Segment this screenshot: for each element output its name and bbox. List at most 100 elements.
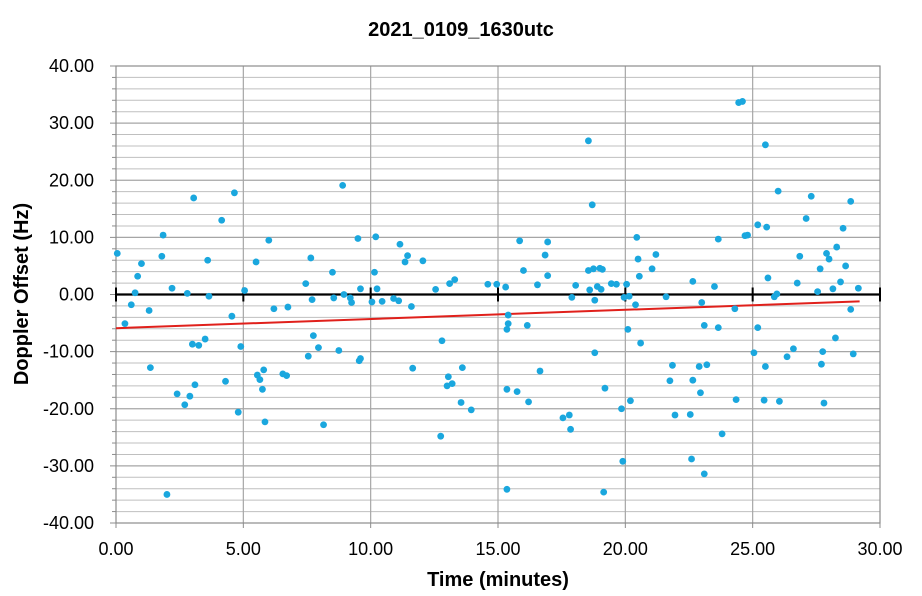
- data-point: [625, 292, 633, 300]
- data-point: [666, 377, 674, 385]
- data-point: [783, 353, 791, 361]
- data-point: [718, 430, 726, 438]
- data-point: [127, 301, 135, 309]
- data-point: [308, 296, 316, 304]
- data-point: [807, 192, 815, 200]
- data-point: [467, 406, 475, 414]
- data-point: [145, 307, 153, 314]
- data-point: [237, 343, 245, 350]
- data-point: [671, 411, 679, 419]
- data-point: [796, 252, 804, 260]
- data-point: [234, 408, 242, 416]
- data-point: [739, 98, 746, 105]
- data-point: [340, 291, 348, 298]
- data-point: [816, 265, 824, 273]
- data-point: [588, 201, 596, 209]
- data-point: [404, 252, 411, 260]
- data-point: [773, 290, 781, 298]
- data-point: [590, 265, 597, 273]
- x-tick-label: 10.00: [348, 539, 393, 559]
- data-point: [669, 361, 676, 369]
- data-point: [544, 272, 552, 280]
- data-point: [446, 280, 454, 288]
- data-point: [695, 363, 703, 370]
- data-point: [284, 303, 292, 311]
- data-point: [601, 384, 609, 392]
- data-point: [121, 320, 129, 328]
- data-point: [204, 256, 212, 264]
- data-point: [750, 349, 758, 357]
- data-point: [591, 296, 599, 304]
- data-point: [648, 265, 656, 273]
- data-point: [409, 364, 417, 372]
- data-point: [113, 249, 121, 257]
- data-point: [339, 181, 347, 189]
- data-point: [504, 311, 512, 319]
- data-point: [228, 312, 236, 320]
- data-point: [218, 216, 226, 224]
- data-point: [163, 491, 171, 498]
- data-point: [632, 301, 639, 309]
- data-point: [503, 385, 511, 393]
- data-points: [113, 98, 862, 498]
- data-point: [823, 249, 830, 257]
- data-point: [283, 372, 291, 380]
- data-point: [205, 292, 213, 300]
- data-point: [847, 305, 855, 313]
- data-point: [373, 285, 381, 293]
- trend-line-layer: [115, 300, 860, 330]
- data-point: [173, 390, 181, 398]
- data-point: [457, 399, 465, 406]
- data-point: [613, 280, 620, 288]
- y-tick-label: -30.00: [43, 456, 94, 476]
- data-point: [168, 284, 176, 292]
- data-point: [408, 303, 415, 310]
- data-point: [443, 382, 451, 390]
- data-point: [357, 355, 364, 362]
- data-point: [652, 251, 660, 258]
- data-point: [544, 238, 552, 246]
- data-point: [620, 293, 628, 301]
- zero-axis: [115, 287, 881, 302]
- data-point: [744, 231, 751, 239]
- data-point: [438, 337, 446, 345]
- data-point: [302, 280, 310, 288]
- chart-title: 2021_0109_1630utc: [368, 19, 554, 41]
- data-point: [256, 376, 264, 384]
- data-point: [131, 289, 139, 297]
- data-point: [854, 284, 862, 292]
- data-point: [842, 262, 850, 270]
- y-tick-label: -20.00: [43, 399, 94, 419]
- data-point: [265, 236, 273, 244]
- data-point: [619, 457, 627, 465]
- data-point: [304, 352, 312, 360]
- data-point: [819, 348, 827, 356]
- data-point: [591, 349, 599, 357]
- data-point: [634, 255, 642, 263]
- data-point: [201, 335, 209, 343]
- data-point: [493, 280, 501, 288]
- data-point: [764, 274, 772, 282]
- data-point: [731, 305, 739, 313]
- data-point: [259, 385, 266, 393]
- data-point: [504, 320, 512, 328]
- data-point: [624, 325, 632, 333]
- data-point: [607, 280, 615, 288]
- data-point: [181, 401, 189, 409]
- data-point: [793, 279, 801, 287]
- data-point: [618, 405, 625, 413]
- data-point: [567, 425, 574, 433]
- data-point: [516, 237, 524, 245]
- data-point: [698, 299, 706, 306]
- data-point: [565, 411, 573, 419]
- data-point: [329, 268, 336, 276]
- data-point: [378, 297, 386, 305]
- data-point: [635, 272, 643, 280]
- data-point: [315, 344, 322, 352]
- data-point: [762, 141, 769, 149]
- data-point: [419, 257, 427, 265]
- data-point: [348, 299, 355, 306]
- data-point: [623, 280, 631, 288]
- data-point: [260, 366, 268, 374]
- data-point: [829, 285, 837, 293]
